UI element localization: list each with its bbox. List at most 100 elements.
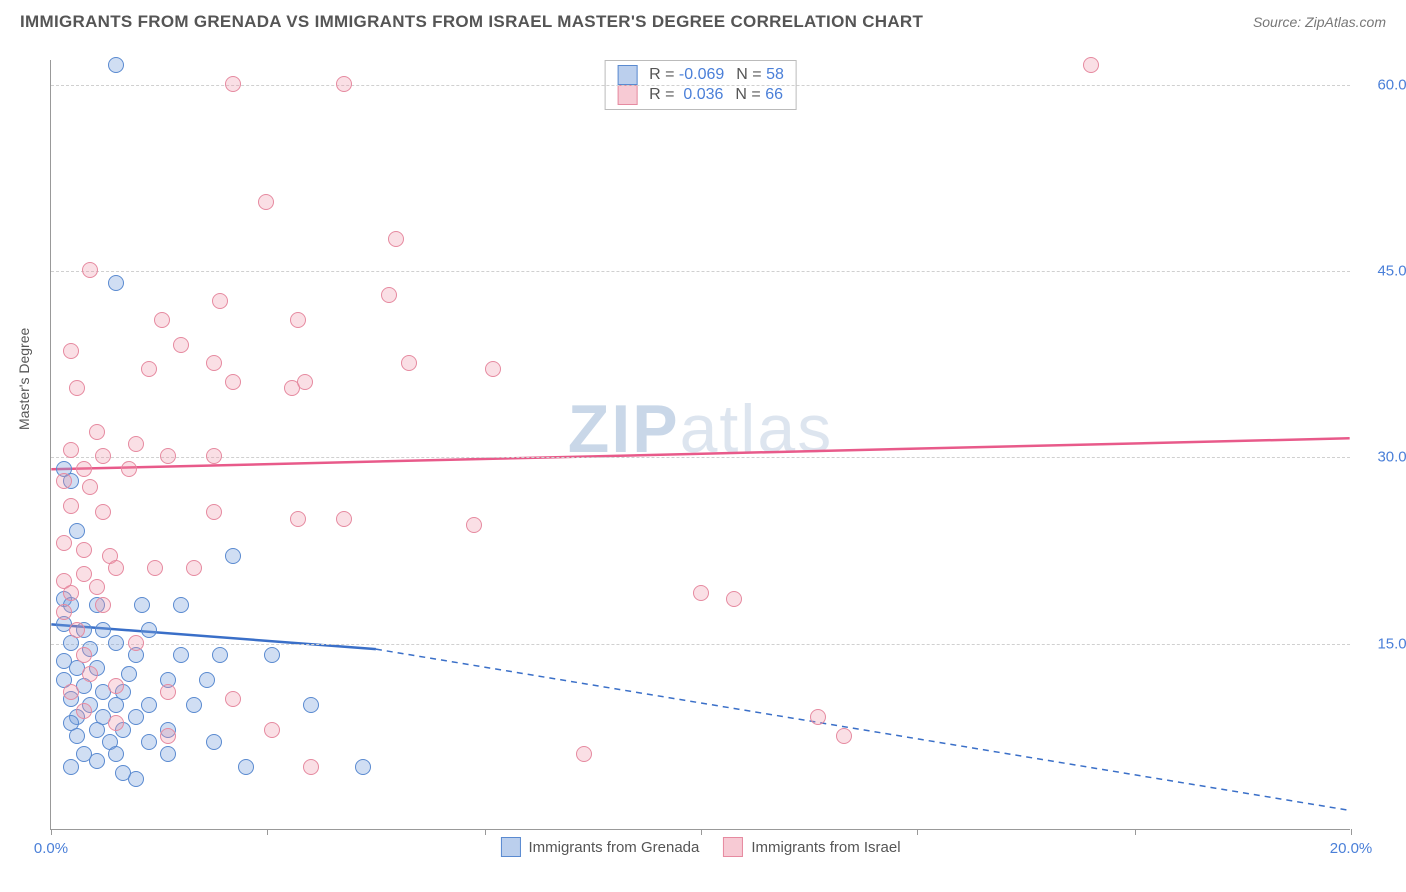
data-point: [141, 734, 157, 750]
data-point: [141, 622, 157, 638]
data-point: [355, 759, 371, 775]
data-point: [82, 262, 98, 278]
data-point: [160, 746, 176, 762]
trend-lines: [51, 60, 1350, 829]
data-point: [63, 498, 79, 514]
data-point: [128, 709, 144, 725]
data-point: [63, 585, 79, 601]
y-tick-label: 45.0%: [1360, 263, 1406, 280]
data-point: [63, 684, 79, 700]
data-point: [82, 666, 98, 682]
gridline: [51, 271, 1350, 272]
data-point: [128, 635, 144, 651]
data-point: [108, 635, 124, 651]
legend-label: Immigrants from Israel: [751, 839, 900, 856]
data-point: [69, 622, 85, 638]
data-point: [381, 287, 397, 303]
data-point: [108, 57, 124, 73]
data-point: [225, 548, 241, 564]
data-point: [56, 473, 72, 489]
data-point: [336, 76, 352, 92]
data-point: [89, 579, 105, 595]
x-tick: [267, 829, 268, 835]
data-point: [63, 759, 79, 775]
legend-label: Immigrants from Grenada: [528, 839, 699, 856]
x-tick: [1351, 829, 1352, 835]
watermark: ZIPatlas: [568, 390, 833, 468]
data-point: [258, 194, 274, 210]
data-point: [63, 442, 79, 458]
legend-item-grenada: Immigrants from Grenada: [500, 837, 699, 857]
data-point: [76, 566, 92, 582]
data-point: [160, 728, 176, 744]
swatch-pink-icon: [617, 85, 637, 105]
data-point: [56, 604, 72, 620]
data-point: [108, 697, 124, 713]
data-point: [206, 448, 222, 464]
source-label: Source: ZipAtlas.com: [1253, 14, 1386, 30]
data-point: [95, 597, 111, 613]
data-point: [115, 765, 131, 781]
data-point: [290, 511, 306, 527]
data-point: [206, 734, 222, 750]
data-point: [693, 585, 709, 601]
data-point: [290, 312, 306, 328]
data-point: [264, 722, 280, 738]
data-point: [297, 374, 313, 390]
data-point: [108, 560, 124, 576]
data-point: [388, 231, 404, 247]
data-point: [69, 523, 85, 539]
data-point: [108, 746, 124, 762]
data-point: [810, 709, 826, 725]
data-point: [89, 424, 105, 440]
y-tick-label: 30.0%: [1360, 449, 1406, 466]
data-point: [173, 337, 189, 353]
data-point: [95, 504, 111, 520]
data-point: [576, 746, 592, 762]
stat-row-israel: R = 0.036 N = 66: [617, 85, 784, 105]
data-point: [212, 293, 228, 309]
data-point: [225, 374, 241, 390]
data-point: [303, 697, 319, 713]
gridline: [51, 457, 1350, 458]
x-tick: [485, 829, 486, 835]
data-point: [401, 355, 417, 371]
data-point: [134, 597, 150, 613]
data-point: [173, 647, 189, 663]
swatch-blue-icon: [500, 837, 520, 857]
gridline: [51, 85, 1350, 86]
scatter-plot: ZIPatlas R = -0.069 N = 58 R = 0.036 N =…: [50, 60, 1350, 830]
data-point: [238, 759, 254, 775]
swatch-pink-icon: [723, 837, 743, 857]
gridline: [51, 644, 1350, 645]
x-tick: [51, 829, 52, 835]
data-point: [82, 479, 98, 495]
x-tick-label: 20.0%: [1330, 840, 1373, 857]
stat-row-grenada: R = -0.069 N = 58: [617, 65, 784, 85]
data-point: [160, 448, 176, 464]
data-point: [147, 560, 163, 576]
data-point: [108, 275, 124, 291]
data-point: [160, 684, 176, 700]
data-point: [186, 697, 202, 713]
data-point: [95, 448, 111, 464]
y-tick-label: 60.0%: [1360, 76, 1406, 93]
data-point: [186, 560, 202, 576]
data-point: [76, 647, 92, 663]
data-point: [141, 361, 157, 377]
data-point: [108, 678, 124, 694]
data-point: [95, 622, 111, 638]
data-point: [212, 647, 228, 663]
y-tick-label: 15.0%: [1360, 635, 1406, 652]
data-point: [264, 647, 280, 663]
x-tick: [701, 829, 702, 835]
chart-title: IMMIGRANTS FROM GRENADA VS IMMIGRANTS FR…: [20, 12, 923, 32]
data-point: [199, 672, 215, 688]
x-tick: [1135, 829, 1136, 835]
swatch-blue-icon: [617, 65, 637, 85]
legend-item-israel: Immigrants from Israel: [723, 837, 900, 857]
data-point: [76, 542, 92, 558]
data-point: [63, 343, 79, 359]
data-point: [225, 691, 241, 707]
data-point: [69, 380, 85, 396]
